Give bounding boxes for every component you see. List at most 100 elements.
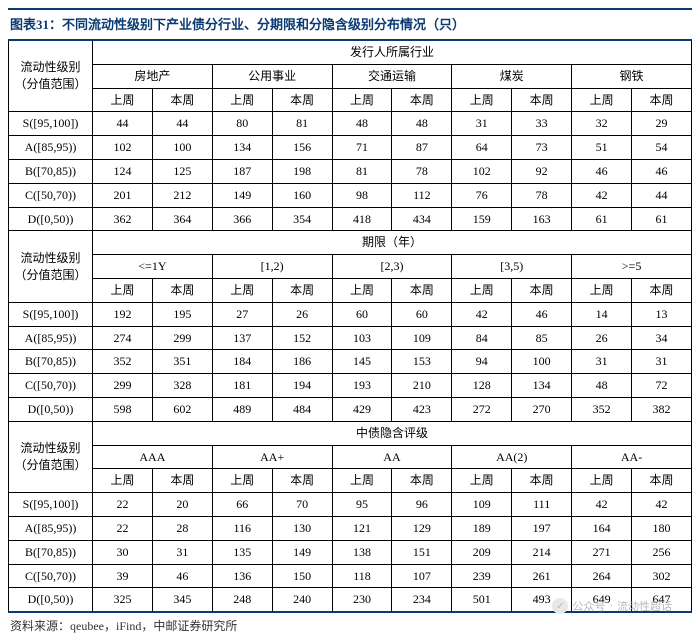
value-thisweek: 20 bbox=[152, 493, 212, 517]
lastweek-header: 上周 bbox=[212, 88, 272, 112]
category-header: AA+ bbox=[212, 445, 332, 469]
thisweek-header: 本周 bbox=[152, 469, 212, 493]
category-header: AAA bbox=[93, 445, 213, 469]
thisweek-header: 本周 bbox=[152, 278, 212, 302]
value-lastweek: 61 bbox=[572, 207, 632, 231]
value-lastweek: 118 bbox=[332, 564, 392, 588]
value-lastweek: 135 bbox=[212, 540, 272, 564]
value-lastweek: 184 bbox=[212, 350, 272, 374]
value-thisweek: 160 bbox=[272, 183, 332, 207]
value-thisweek: 156 bbox=[272, 136, 332, 160]
thisweek-header: 本周 bbox=[392, 469, 452, 493]
value-thisweek: 345 bbox=[152, 588, 212, 612]
value-thisweek: 214 bbox=[512, 540, 572, 564]
section-title: 发行人所属行业 bbox=[93, 40, 692, 64]
value-lastweek: 26 bbox=[572, 326, 632, 350]
value-lastweek: 271 bbox=[572, 540, 632, 564]
value-thisweek: 109 bbox=[392, 326, 452, 350]
value-thisweek: 72 bbox=[632, 374, 692, 398]
thisweek-header: 本周 bbox=[272, 469, 332, 493]
thisweek-header: 本周 bbox=[512, 278, 572, 302]
value-lastweek: 48 bbox=[572, 374, 632, 398]
lastweek-header: 上周 bbox=[572, 469, 632, 493]
value-lastweek: 84 bbox=[452, 326, 512, 350]
tier-label: B([70,85)) bbox=[9, 540, 93, 564]
value-thisweek: 186 bbox=[272, 350, 332, 374]
value-lastweek: 95 bbox=[332, 493, 392, 517]
value-thisweek: 111 bbox=[512, 493, 572, 517]
value-thisweek: 261 bbox=[512, 564, 572, 588]
value-thisweek: 197 bbox=[512, 516, 572, 540]
value-thisweek: 112 bbox=[392, 183, 452, 207]
value-thisweek: 153 bbox=[392, 350, 452, 374]
section-title: 期限（年） bbox=[93, 231, 692, 255]
value-lastweek: 193 bbox=[332, 374, 392, 398]
value-lastweek: 137 bbox=[212, 326, 272, 350]
value-thisweek: 493 bbox=[512, 588, 572, 612]
value-thisweek: 44 bbox=[632, 183, 692, 207]
value-lastweek: 159 bbox=[452, 207, 512, 231]
tier-label: C([50,70)) bbox=[9, 374, 93, 398]
row-label-header: 流动性级别（分值范围） bbox=[9, 231, 93, 302]
category-header: 公用事业 bbox=[212, 64, 332, 88]
tier-label: C([50,70)) bbox=[9, 183, 93, 207]
category-header: >=5 bbox=[572, 255, 692, 279]
value-lastweek: 22 bbox=[93, 493, 153, 517]
value-thisweek: 299 bbox=[152, 326, 212, 350]
value-lastweek: 39 bbox=[93, 564, 153, 588]
table-title: 图表31：不同流动性级别下产业债分行业、分期限和分隐含级别分布情况（只） bbox=[8, 8, 692, 39]
value-lastweek: 136 bbox=[212, 564, 272, 588]
value-thisweek: 54 bbox=[632, 136, 692, 160]
lastweek-header: 上周 bbox=[93, 88, 153, 112]
section-title: 中债隐含评级 bbox=[93, 421, 692, 445]
value-lastweek: 64 bbox=[452, 136, 512, 160]
value-thisweek: 212 bbox=[152, 183, 212, 207]
lastweek-header: 上周 bbox=[572, 278, 632, 302]
value-thisweek: 96 bbox=[392, 493, 452, 517]
category-header: 煤炭 bbox=[452, 64, 572, 88]
thisweek-header: 本周 bbox=[272, 88, 332, 112]
tier-label: B([70,85)) bbox=[9, 350, 93, 374]
value-lastweek: 366 bbox=[212, 207, 272, 231]
value-thisweek: 87 bbox=[392, 136, 452, 160]
lastweek-header: 上周 bbox=[332, 469, 392, 493]
category-header: 钢铁 bbox=[572, 64, 692, 88]
category-header: [3,5) bbox=[452, 255, 572, 279]
value-lastweek: 102 bbox=[93, 136, 153, 160]
value-thisweek: 194 bbox=[272, 374, 332, 398]
value-lastweek: 325 bbox=[93, 588, 153, 612]
distribution-table: 流动性级别（分值范围）发行人所属行业房地产公用事业交通运输煤炭钢铁上周本周上周本… bbox=[8, 39, 692, 613]
lastweek-header: 上周 bbox=[452, 278, 512, 302]
value-lastweek: 272 bbox=[452, 397, 512, 421]
value-thisweek: 351 bbox=[152, 350, 212, 374]
value-thisweek: 234 bbox=[392, 588, 452, 612]
value-lastweek: 48 bbox=[332, 112, 392, 136]
value-lastweek: 81 bbox=[332, 159, 392, 183]
value-lastweek: 103 bbox=[332, 326, 392, 350]
lastweek-header: 上周 bbox=[212, 278, 272, 302]
thisweek-header: 本周 bbox=[632, 278, 692, 302]
value-thisweek: 61 bbox=[632, 207, 692, 231]
value-lastweek: 124 bbox=[93, 159, 153, 183]
value-lastweek: 60 bbox=[332, 302, 392, 326]
value-thisweek: 134 bbox=[512, 374, 572, 398]
tier-label: D([0,50)) bbox=[9, 588, 93, 612]
lastweek-header: 上周 bbox=[212, 469, 272, 493]
value-lastweek: 230 bbox=[332, 588, 392, 612]
category-header: [1,2) bbox=[212, 255, 332, 279]
lastweek-header: 上周 bbox=[93, 469, 153, 493]
value-thisweek: 163 bbox=[512, 207, 572, 231]
value-lastweek: 264 bbox=[572, 564, 632, 588]
value-thisweek: 434 bbox=[392, 207, 452, 231]
value-lastweek: 128 bbox=[452, 374, 512, 398]
value-thisweek: 150 bbox=[272, 564, 332, 588]
value-lastweek: 134 bbox=[212, 136, 272, 160]
value-lastweek: 189 bbox=[452, 516, 512, 540]
value-thisweek: 46 bbox=[512, 302, 572, 326]
lastweek-header: 上周 bbox=[93, 278, 153, 302]
value-thisweek: 270 bbox=[512, 397, 572, 421]
value-thisweek: 107 bbox=[392, 564, 452, 588]
value-thisweek: 100 bbox=[152, 136, 212, 160]
tier-label: D([0,50)) bbox=[9, 397, 93, 421]
value-lastweek: 192 bbox=[93, 302, 153, 326]
